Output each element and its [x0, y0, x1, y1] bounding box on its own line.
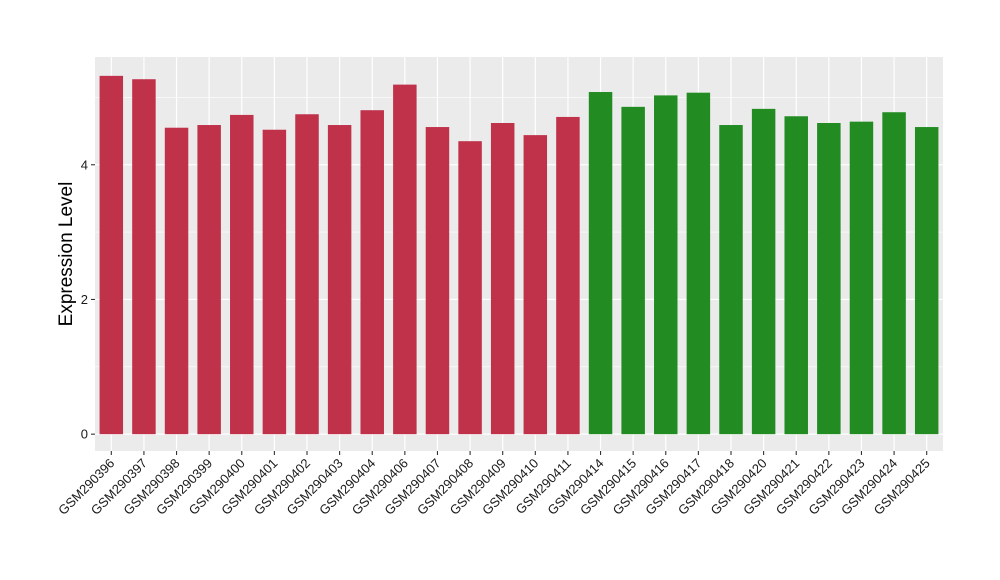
- plot-panel: [95, 57, 943, 451]
- bar-GSM290423: [849, 121, 874, 435]
- bar-GSM290406: [393, 84, 417, 435]
- bar-GSM290396: [99, 75, 124, 435]
- bar-GSM290400: [230, 114, 254, 435]
- bar-GSM290417: [686, 92, 711, 435]
- bar-GSM290418: [719, 125, 743, 435]
- bar-GSM290420: [751, 108, 776, 435]
- bar-GSM290402: [295, 114, 319, 435]
- bar-GSM290407: [425, 127, 450, 435]
- bar-GSM290398: [164, 127, 189, 435]
- bar-GSM290401: [262, 129, 287, 435]
- y-tick-label: 4: [81, 157, 88, 172]
- bar-GSM290399: [197, 125, 221, 435]
- bar-GSM290403: [327, 125, 352, 435]
- bar-GSM290424: [882, 112, 906, 435]
- bar-GSM290411: [556, 116, 580, 435]
- bars: [99, 75, 939, 435]
- x-axis: GSM290396GSM290397GSM290398GSM290399GSM2…: [55, 451, 933, 518]
- bar-GSM290422: [817, 123, 841, 435]
- bar-GSM290404: [360, 110, 384, 435]
- bar-GSM290409: [490, 123, 515, 435]
- bar-GSM290408: [458, 141, 482, 435]
- y-tick-label: 2: [81, 292, 88, 307]
- y-tick-label: 0: [81, 427, 88, 442]
- bar-GSM290415: [621, 106, 645, 435]
- y-axis: 0 2 4: [81, 157, 95, 442]
- bar-GSM290416: [654, 95, 678, 435]
- bar-GSM290421: [784, 116, 808, 435]
- bar-GSM290425: [914, 127, 939, 435]
- bar-GSM290397: [132, 79, 156, 435]
- bar-GSM290410: [523, 135, 548, 435]
- bar-GSM290414: [588, 92, 613, 435]
- y-axis-title: Expression Level: [56, 182, 77, 327]
